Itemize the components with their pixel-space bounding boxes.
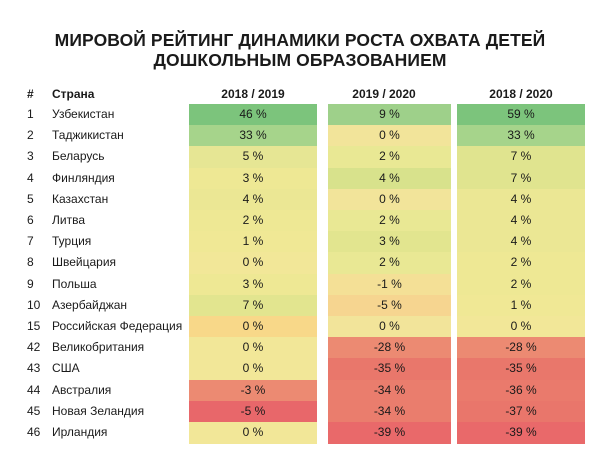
value-cell-col-2019-2020: 2 % (328, 252, 451, 274)
country-cell: Беларусь (52, 149, 105, 164)
value-cell-col-2018-2020: 4 % (457, 188, 585, 211)
rank-cell: 4 (27, 170, 34, 185)
rank-cell: 43 (27, 361, 41, 376)
value-cell-col-2018-2020: -39 % (457, 422, 585, 444)
header-country: Страна (52, 87, 95, 101)
value-cell-col-2019-2020: 2 % (328, 146, 451, 168)
rank-cell: 9 (27, 276, 34, 291)
country-cell: Таджикистан (52, 128, 124, 143)
value-cell-col-2018-2019: 2 % (189, 210, 317, 232)
chart-title: МИРОВОЙ РЕЙТИНГ ДИНАМИКИ РОСТА ОХВАТА ДЕ… (0, 30, 600, 70)
value-cell-col-2018-2019: 46 % (189, 104, 317, 126)
value-cell-col-2018-2019: 0 % (189, 252, 317, 274)
value-cell-col-2019-2020: 0 % (328, 125, 451, 147)
header-col-2018-2020: 2018 / 2020 (489, 87, 553, 101)
rank-cell: 46 (27, 425, 41, 439)
value-cell-col-2019-2020: -35 % (328, 358, 451, 380)
country-cell: США (52, 361, 80, 376)
rank-cell: 7 (27, 234, 34, 249)
country-cell: Российская Федерация (52, 319, 183, 333)
country-cell: Великобритания (52, 340, 145, 355)
value-cell-col-2019-2020: -28 % (328, 337, 451, 359)
value-cell-col-2018-2020: 2 % (457, 252, 585, 274)
value-cell-col-2018-2020: 0 % (457, 316, 585, 338)
rank-cell: 10 (27, 297, 41, 312)
value-cell-col-2019-2020: -5 % (328, 294, 451, 317)
rank-cell: 45 (27, 403, 41, 418)
header-col-2019-2020: 2019 / 2020 (352, 87, 416, 101)
value-cell-col-2018-2019: -3 % (189, 379, 317, 402)
country-cell: Турция (52, 234, 92, 249)
rank-cell: 3 (27, 149, 34, 164)
header-col-2018-2019: 2018 / 2019 (221, 87, 285, 101)
value-cell-col-2019-2020: 9 % (328, 104, 451, 126)
header-rank: # (27, 87, 34, 101)
value-cell-col-2019-2020: -1 % (328, 273, 451, 296)
value-cell-col-2018-2019: 7 % (189, 294, 317, 317)
rank-cell: 44 (27, 382, 41, 397)
country-cell: Новая Зеландия (52, 403, 145, 418)
value-cell-col-2018-2019: 0 % (189, 422, 317, 444)
value-cell-col-2018-2020: 59 % (457, 104, 585, 126)
rank-cell: 15 (27, 319, 41, 333)
value-cell-col-2018-2020: 1 % (457, 294, 585, 317)
title-line-2: ДОШКОЛЬНЫМ ОБРАЗОВАНИЕМ (153, 50, 447, 70)
title-line-1: МИРОВОЙ РЕЙТИНГ ДИНАМИКИ РОСТА ОХВАТА ДЕ… (54, 30, 546, 50)
value-cell-col-2018-2020: 7 % (457, 146, 585, 168)
value-cell-col-2018-2020: 4 % (457, 231, 585, 253)
value-cell-col-2018-2020: 4 % (457, 210, 585, 232)
value-cell-col-2018-2019: 4 % (189, 188, 317, 211)
value-cell-col-2018-2019: 1 % (189, 231, 317, 253)
country-cell: Узбекистан (52, 107, 115, 121)
value-cell-col-2019-2020: -34 % (328, 400, 451, 423)
value-cell-col-2019-2020: 0 % (328, 316, 451, 338)
rank-cell: 42 (27, 340, 41, 355)
value-cell-col-2019-2020: -34 % (328, 379, 451, 402)
value-cell-col-2018-2019: 0 % (189, 316, 317, 338)
country-cell: Ирландия (52, 425, 108, 439)
rank-cell: 6 (27, 213, 34, 227)
value-cell-col-2018-2019: 3 % (189, 273, 317, 296)
value-cell-col-2019-2020: -39 % (328, 422, 451, 444)
value-cell-col-2019-2020: 2 % (328, 210, 451, 232)
value-cell-col-2018-2019: 33 % (189, 125, 317, 147)
country-cell: Польша (52, 276, 97, 291)
value-cell-col-2018-2019: -5 % (189, 400, 317, 423)
rank-cell: 2 (27, 128, 34, 143)
value-cell-col-2018-2020: -35 % (457, 358, 585, 380)
rank-cell: 1 (27, 107, 34, 121)
value-cell-col-2019-2020: 4 % (328, 167, 451, 190)
value-cell-col-2018-2020: 33 % (457, 125, 585, 147)
value-cell-col-2018-2019: 3 % (189, 167, 317, 190)
country-cell: Казахстан (52, 191, 109, 206)
value-cell-col-2019-2020: 0 % (328, 188, 451, 211)
country-cell: Швейцария (52, 255, 117, 270)
value-cell-col-2018-2019: 0 % (189, 337, 317, 359)
rank-cell: 5 (27, 191, 34, 206)
value-cell-col-2018-2020: -37 % (457, 400, 585, 423)
country-cell: Австралия (52, 382, 112, 397)
country-cell: Азербайджан (52, 297, 128, 312)
value-cell-col-2018-2020: 7 % (457, 167, 585, 190)
value-cell-col-2018-2020: 2 % (457, 273, 585, 296)
value-cell-col-2018-2020: -28 % (457, 337, 585, 359)
country-cell: Финляндия (52, 170, 115, 185)
rank-cell: 8 (27, 255, 34, 270)
value-cell-col-2018-2019: 5 % (189, 146, 317, 168)
value-cell-col-2018-2019: 0 % (189, 358, 317, 380)
value-cell-col-2019-2020: 3 % (328, 231, 451, 253)
value-cell-col-2018-2020: -36 % (457, 379, 585, 402)
country-cell: Литва (52, 213, 85, 227)
